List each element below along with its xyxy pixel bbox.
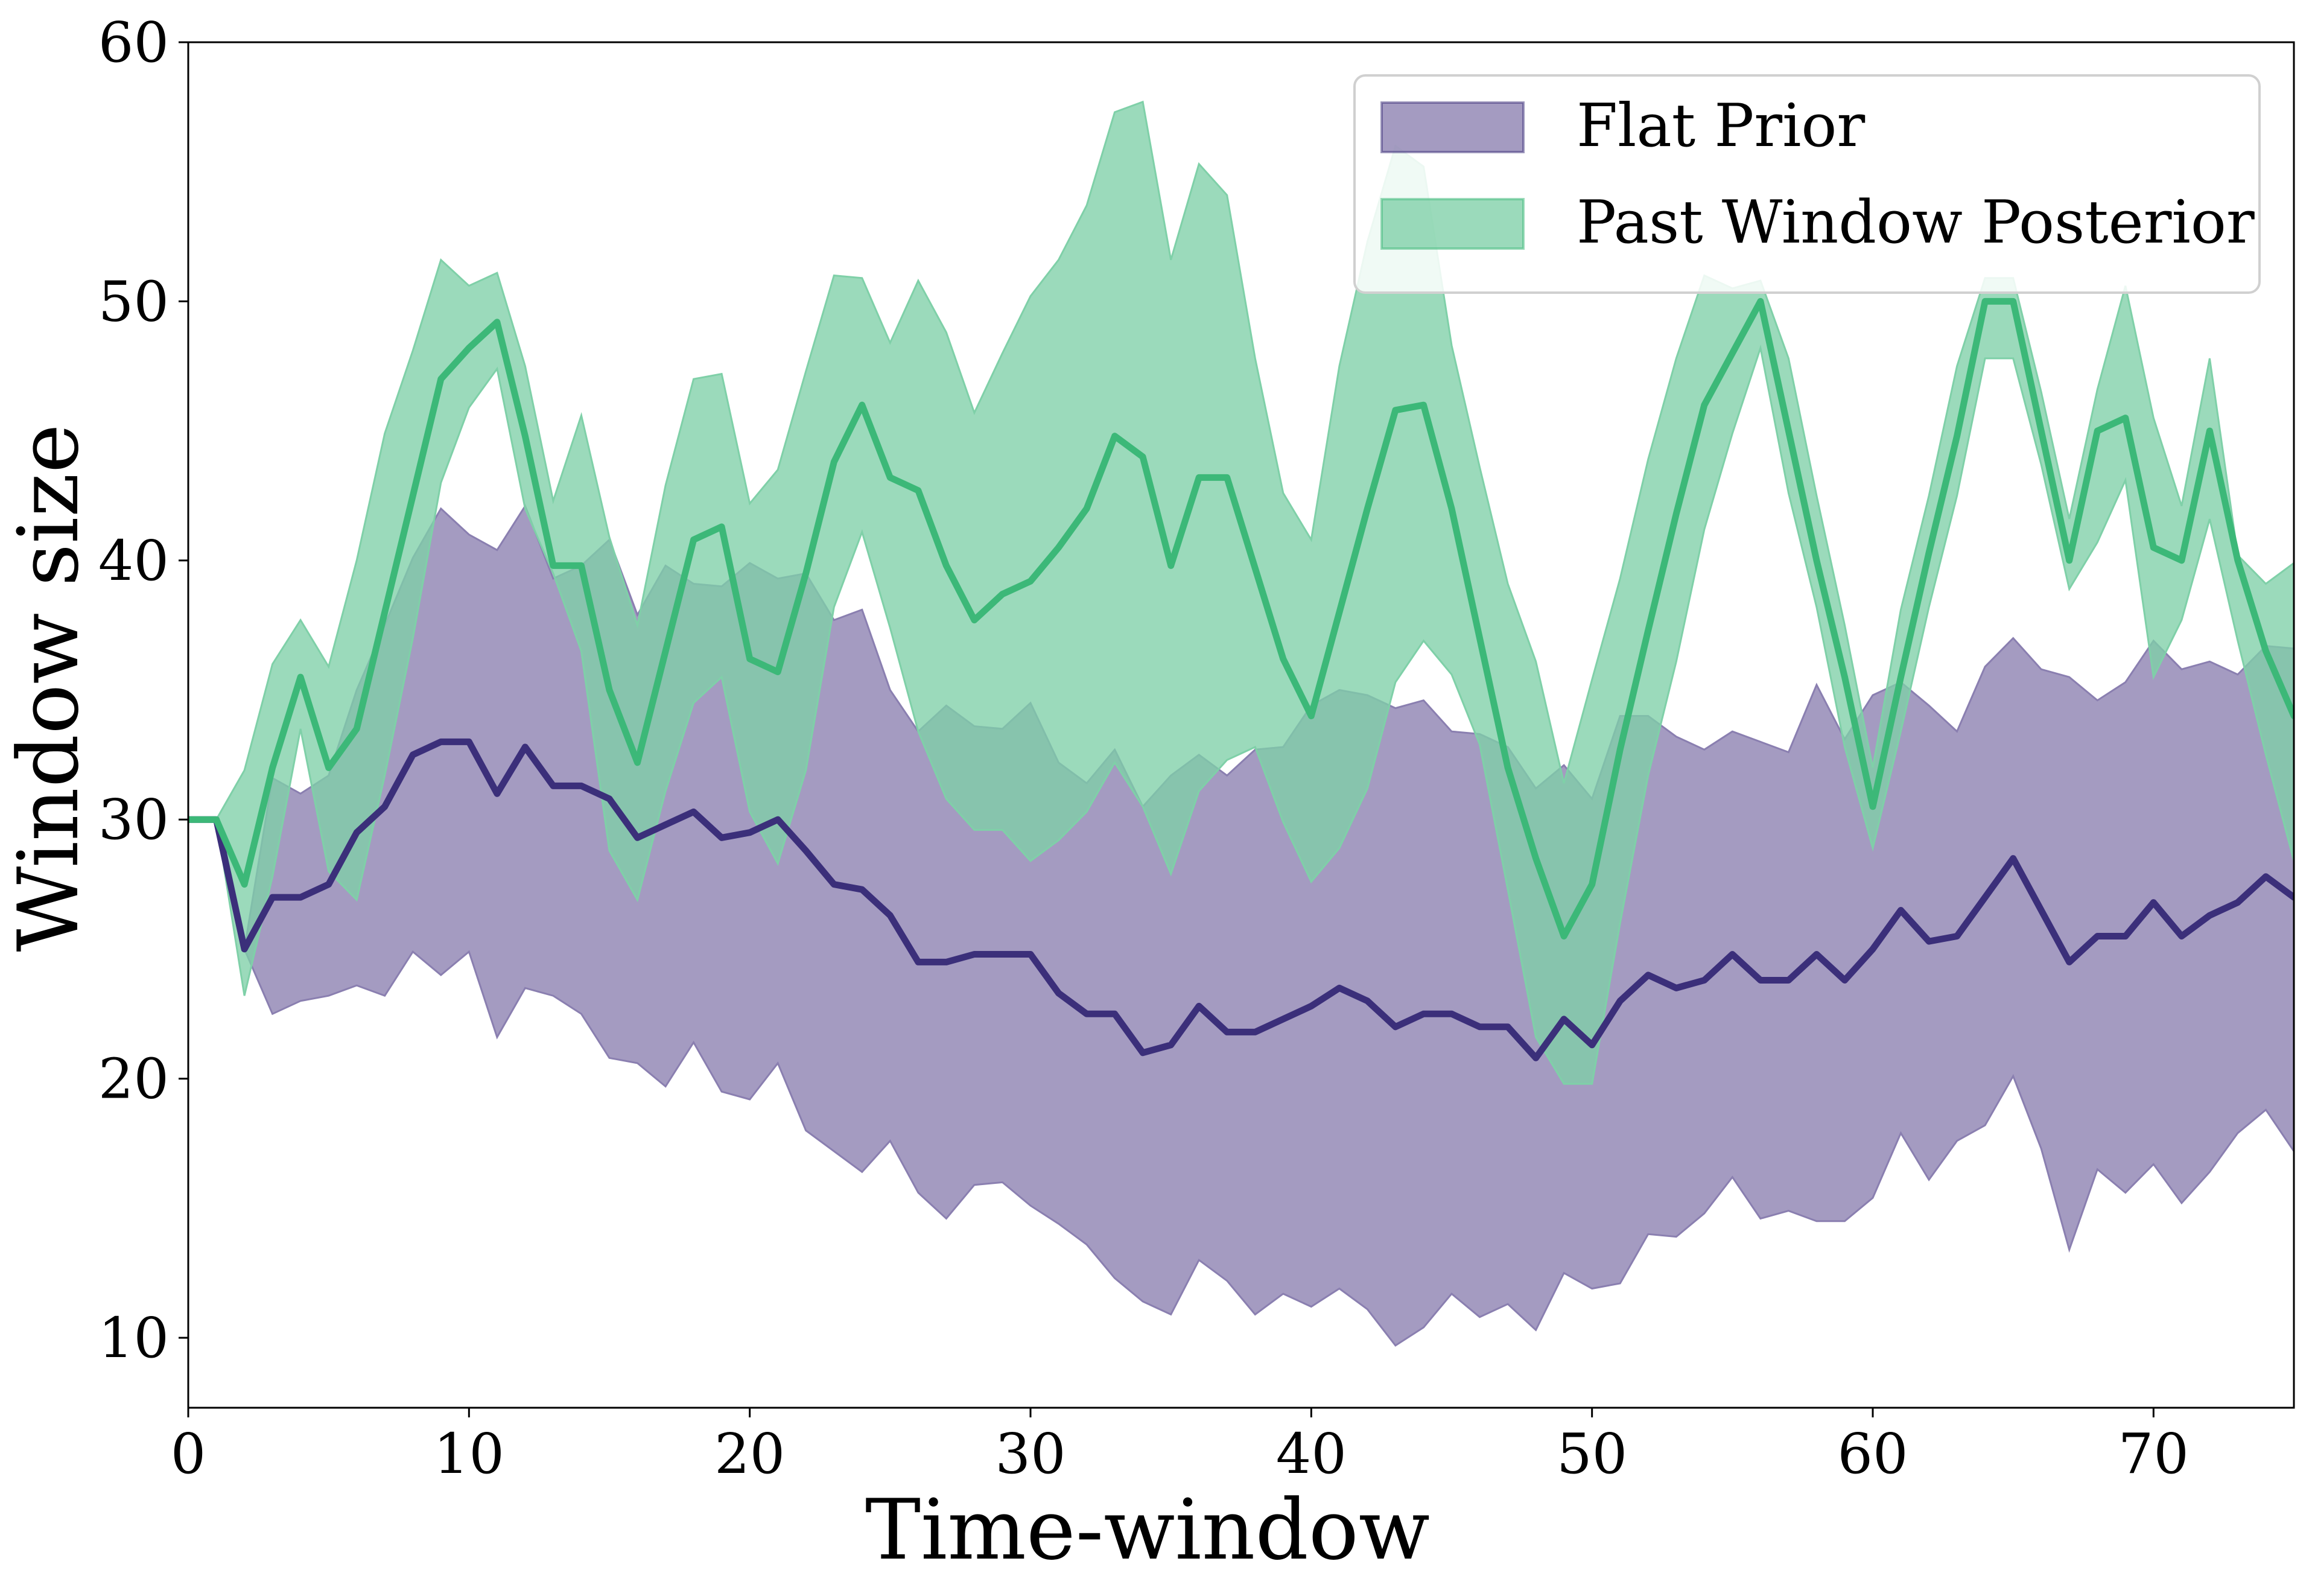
plot-clip-group <box>188 100 2294 1347</box>
x-tick-label: 0 <box>171 1422 206 1486</box>
x-tick-label: 20 <box>714 1422 785 1486</box>
legend: Flat Prior Past Window Posterior <box>1353 74 2261 294</box>
line-flat-prior <box>188 738 2294 1061</box>
x-tick-label: 10 <box>434 1422 504 1486</box>
y-axis-title: Window size <box>0 424 97 952</box>
plot-area <box>188 100 2294 1347</box>
legend-box <box>1353 74 2261 294</box>
legend-label-flat-prior: Flat Prior <box>1577 92 1865 161</box>
x-tick-label: 60 <box>1837 1422 1908 1486</box>
y-tick-label: 40 <box>98 529 169 593</box>
y-tick-label: 30 <box>98 787 169 852</box>
x-tick-label: 30 <box>995 1422 1065 1486</box>
y-tick-label: 10 <box>98 1306 169 1370</box>
y-tick-label: 50 <box>98 269 169 334</box>
x-tick-label: 50 <box>1557 1422 1627 1486</box>
legend-swatch-past-window-posterior <box>1380 198 1525 250</box>
x-tick-label: 70 <box>2118 1422 2189 1486</box>
legend-label-past-window-posterior: Past Window Posterior <box>1577 188 2255 257</box>
y-tick-label: 20 <box>98 1047 169 1111</box>
band-flat-prior <box>188 504 2294 1347</box>
x-axis-title: Time-window <box>865 1481 1430 1579</box>
line-past-window-posterior <box>188 297 2294 939</box>
y-tick-label: 60 <box>98 10 169 75</box>
x-tick-label: 40 <box>1276 1422 1347 1486</box>
plot-frame <box>187 41 2295 1409</box>
legend-swatch-flat-prior <box>1380 101 1525 153</box>
